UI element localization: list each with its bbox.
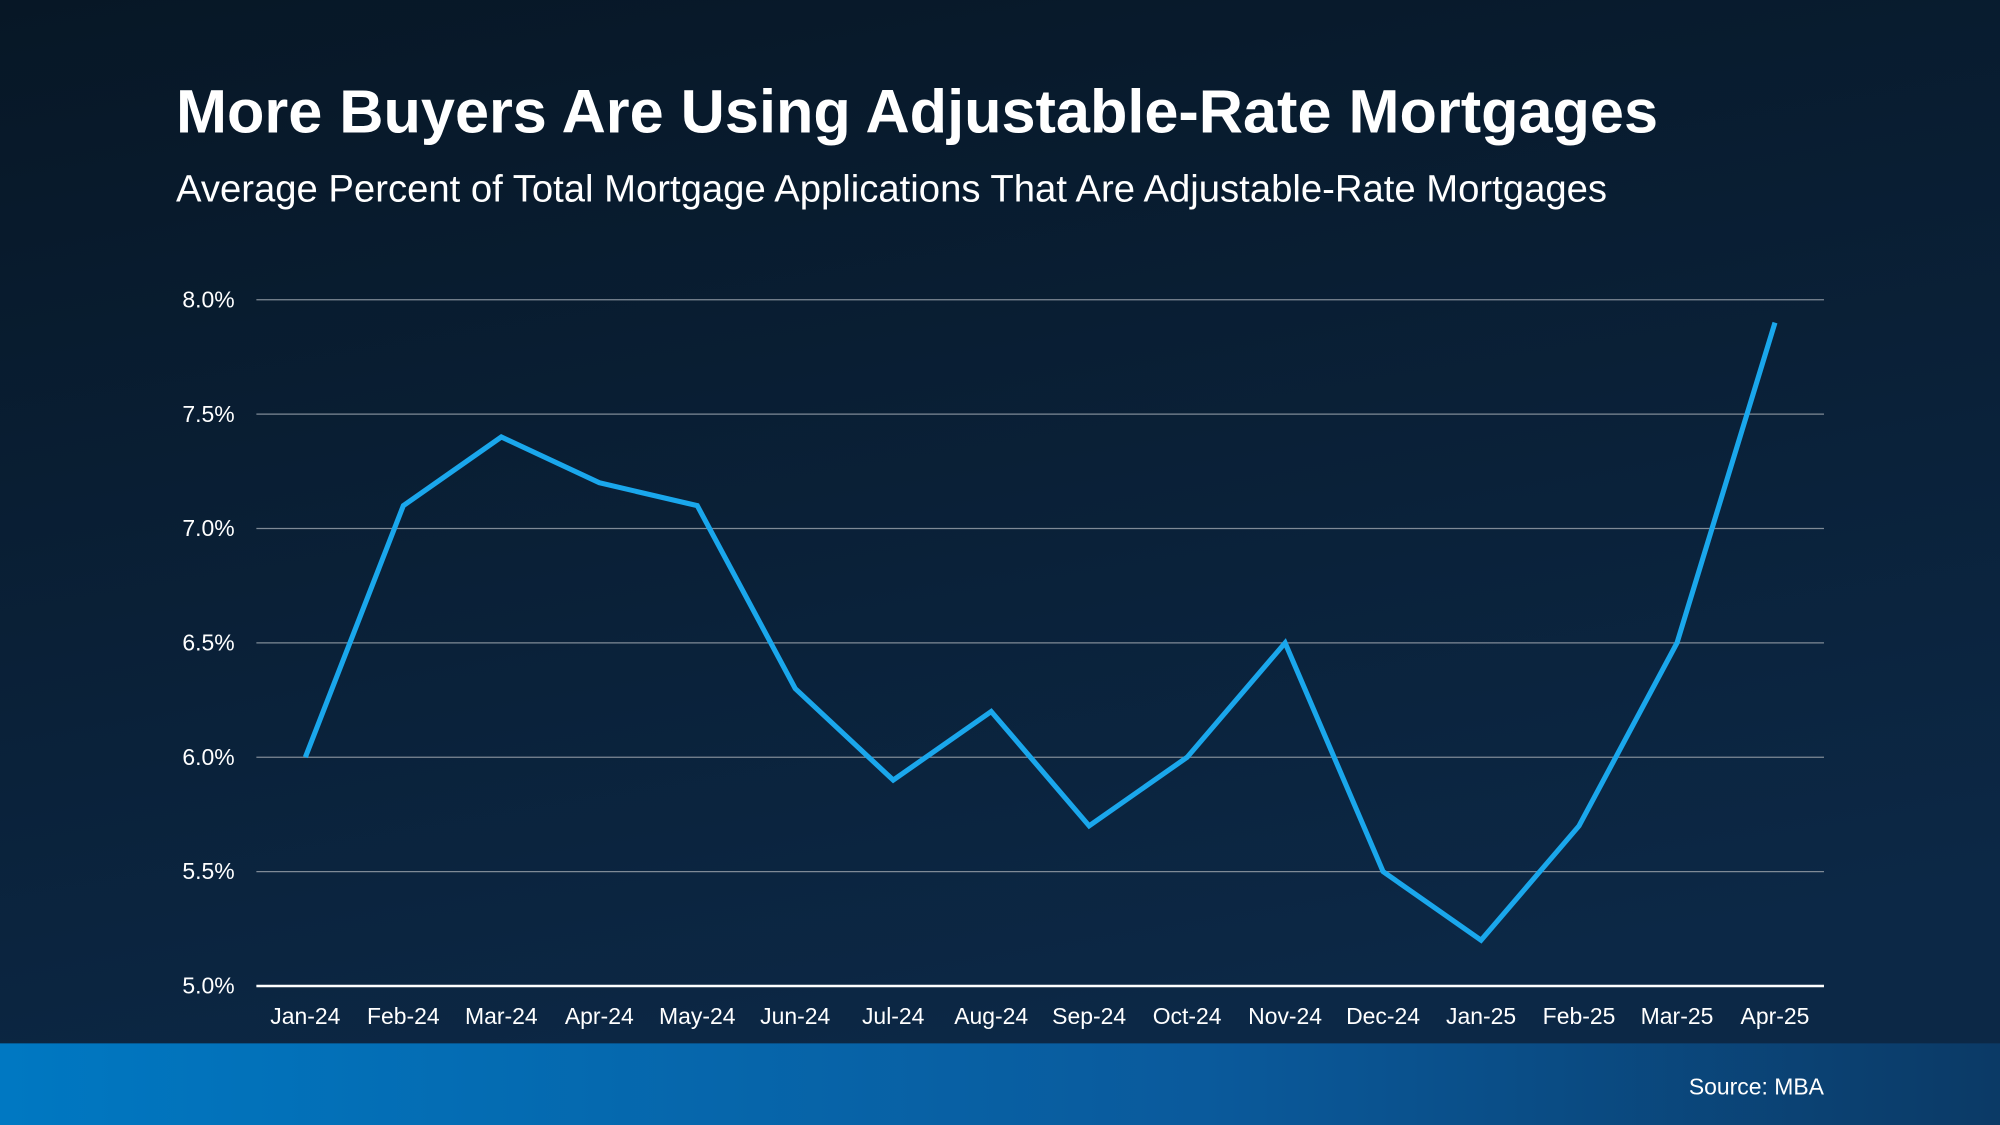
x-tick-label: Mar-24 [465, 1003, 538, 1029]
x-tick-label: Dec-24 [1346, 1003, 1420, 1029]
x-tick-label: Jul-24 [862, 1003, 925, 1029]
y-tick-label: 5.5% [182, 858, 234, 884]
x-tick-label: Feb-25 [1543, 1003, 1616, 1029]
x-tick-label: Oct-24 [1153, 1003, 1222, 1029]
source: Source: MBA [1689, 1073, 1825, 1099]
x-tick-label: Sep-24 [1052, 1003, 1126, 1029]
x-tick-label: May-24 [659, 1003, 736, 1029]
x-tick-label: Feb-24 [367, 1003, 440, 1029]
chart-subtitle: Average Percent of Total Mortgage Applic… [176, 168, 1607, 211]
x-tick-label: Jun-24 [760, 1003, 830, 1029]
y-tick-label: 8.0% [182, 286, 234, 312]
y-tick-label: 6.0% [182, 744, 234, 770]
x-tick-label: Nov-24 [1248, 1003, 1322, 1029]
x-tick-label: Aug-24 [954, 1003, 1028, 1029]
x-tick-label: Mar-25 [1641, 1003, 1714, 1029]
x-tick-label: Apr-24 [565, 1003, 634, 1029]
y-tick-label: 5.0% [182, 973, 234, 999]
x-tick-label: Jan-25 [1446, 1003, 1516, 1029]
data-line [302, 321, 1778, 944]
y-tick-label: 7.5% [182, 401, 234, 427]
y-tick-label: 7.0% [182, 515, 234, 541]
footer-bar [0, 1043, 2000, 1125]
chart-title: More Buyers Are Using Adjustable-Rate Mo… [176, 78, 1658, 146]
x-tick-label: Apr-25 [1741, 1003, 1810, 1029]
y-tick-label: 6.5% [182, 630, 234, 656]
x-tick-label: Jan-24 [270, 1003, 340, 1029]
